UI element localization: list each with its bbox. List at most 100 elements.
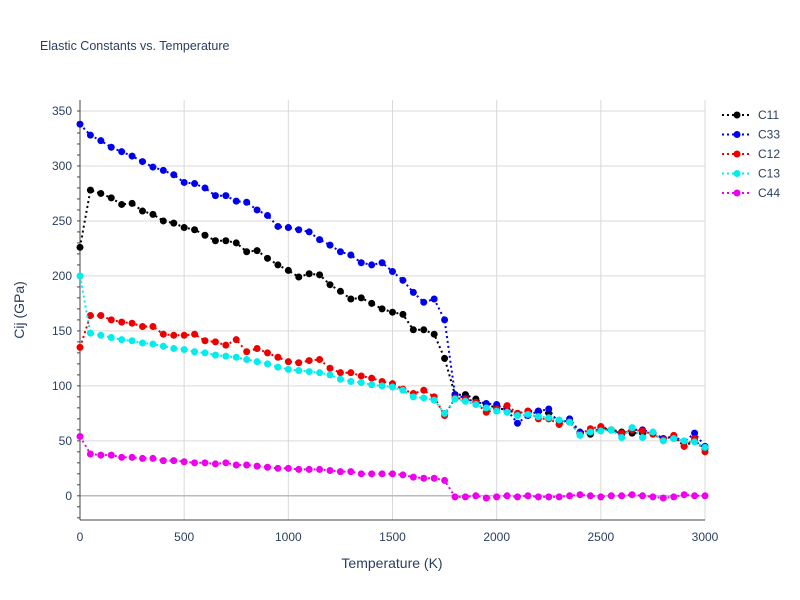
data-point-c11 [149, 210, 157, 218]
data-point-c13 [670, 435, 678, 443]
legend-marker [733, 111, 741, 119]
data-point-c11 [191, 226, 199, 234]
x-axis-title: Temperature (K) [341, 555, 442, 571]
data-point-c13 [316, 369, 324, 377]
data-point-c33 [274, 222, 282, 230]
chart-title: Elastic Constants vs. Temperature [40, 39, 229, 53]
data-point-c33 [316, 236, 324, 244]
data-point-c11 [389, 308, 396, 316]
data-point-c13 [159, 342, 167, 350]
data-point-c44 [180, 458, 188, 466]
data-point-c44 [639, 492, 646, 500]
data-point-c11 [368, 299, 376, 307]
data-point-c11 [128, 199, 136, 207]
data-point-c44 [670, 493, 678, 501]
data-point-c44 [493, 493, 501, 501]
data-point-c44 [607, 492, 615, 500]
data-point-c11 [357, 294, 365, 302]
data-point-c13 [566, 418, 574, 426]
data-point-c11 [211, 237, 219, 245]
y-tick-label: 350 [52, 104, 72, 118]
data-point-c33 [389, 268, 396, 276]
data-point-c12 [107, 316, 115, 324]
data-point-c44 [420, 474, 428, 482]
legend[interactable]: C11 C33 C12 C13 C44 [722, 108, 780, 200]
legend-item-c13[interactable]: C13 [722, 167, 780, 181]
data-point-c12 [305, 357, 313, 365]
legend-item-c33[interactable]: C33 [722, 128, 780, 142]
x-tick-label: 1500 [379, 530, 406, 544]
data-point-c44 [441, 476, 449, 484]
legend-label: C33 [758, 128, 780, 142]
data-point-c44 [316, 465, 324, 473]
data-point-c13 [586, 428, 594, 436]
data-point-c44 [534, 493, 542, 501]
data-point-c33 [170, 171, 178, 179]
data-point-c33 [180, 178, 188, 186]
data-point-c44 [503, 492, 511, 500]
data-point-c44 [649, 493, 657, 501]
data-point-c44 [86, 450, 94, 458]
y-tick-label: 250 [52, 214, 72, 228]
data-point-c12 [316, 355, 324, 363]
series-c44 [76, 432, 709, 502]
legend-label: C44 [758, 186, 780, 200]
data-point-c11 [180, 224, 188, 232]
data-point-c44 [514, 493, 521, 501]
data-point-c33 [399, 276, 407, 284]
data-point-c11 [284, 266, 292, 274]
data-point-c13 [628, 424, 636, 432]
data-point-c12 [243, 348, 251, 356]
data-point-c13 [264, 360, 271, 368]
data-point-c11 [430, 330, 438, 338]
data-point-c11 [409, 326, 417, 334]
data-point-c11 [441, 354, 449, 362]
data-point-c33 [514, 419, 521, 427]
data-point-c13 [253, 358, 261, 366]
legend-item-c11[interactable]: C11 [722, 108, 779, 122]
data-point-c44 [326, 467, 334, 475]
legend-marker [733, 170, 741, 177]
data-point-c44 [691, 492, 699, 500]
data-point-c44 [545, 493, 553, 501]
data-point-c13 [597, 427, 605, 435]
data-point-c13 [86, 329, 94, 337]
data-point-c13 [680, 437, 688, 445]
data-point-c33 [441, 316, 449, 324]
data-point-c44 [295, 465, 303, 473]
data-point-c13 [399, 386, 407, 394]
data-point-c44 [211, 460, 219, 468]
data-point-c13 [659, 437, 667, 445]
data-point-c13 [420, 394, 428, 402]
data-point-c12 [420, 386, 428, 394]
data-point-c44 [222, 459, 230, 467]
data-point-c13 [243, 355, 251, 363]
data-point-c44 [566, 492, 574, 500]
data-point-c33 [232, 197, 240, 205]
data-point-c12 [76, 343, 84, 351]
data-point-c33 [118, 148, 126, 156]
data-point-c12 [347, 369, 355, 377]
data-point-c44 [357, 470, 365, 478]
data-point-c33 [264, 211, 271, 219]
x-tick-label: 2000 [483, 530, 510, 544]
data-point-c13 [191, 348, 199, 356]
data-point-c12 [264, 349, 271, 357]
data-point-c12 [222, 341, 230, 349]
data-point-c44 [274, 464, 282, 472]
data-point-c44 [243, 461, 251, 469]
legend-item-c44[interactable]: C44 [722, 186, 780, 200]
data-point-c13 [545, 414, 553, 422]
data-point-c13 [170, 344, 178, 352]
data-point-c11 [399, 310, 407, 318]
legend-item-c12[interactable]: C12 [722, 147, 780, 161]
data-point-c12 [368, 374, 376, 382]
data-point-c13 [180, 346, 188, 354]
data-point-c12 [180, 331, 188, 339]
data-point-c44 [201, 459, 209, 467]
data-point-c33 [545, 405, 553, 413]
data-point-c13 [336, 375, 344, 383]
data-point-c13 [607, 426, 615, 434]
data-point-c44 [107, 451, 115, 459]
